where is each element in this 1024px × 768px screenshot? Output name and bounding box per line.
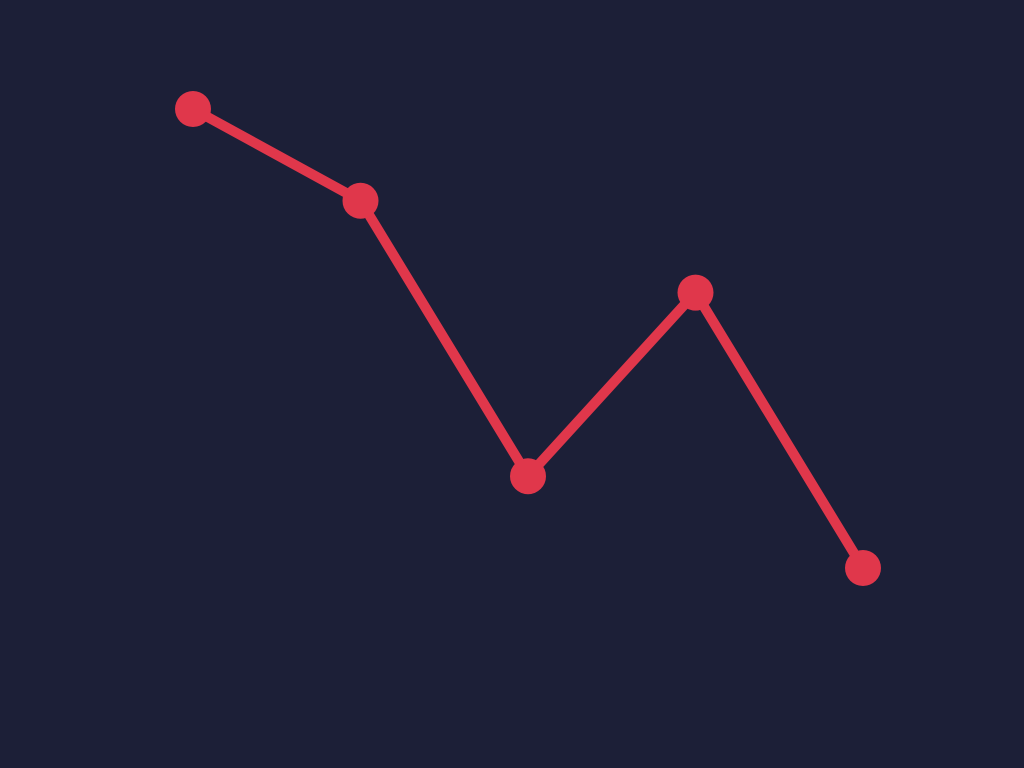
- data-point-4: [677, 274, 714, 311]
- series-layer: [175, 91, 881, 586]
- data-point-2: [342, 182, 379, 219]
- data-point-1: [175, 91, 211, 127]
- data-point-3: [510, 458, 546, 495]
- data-point-5: [845, 550, 881, 586]
